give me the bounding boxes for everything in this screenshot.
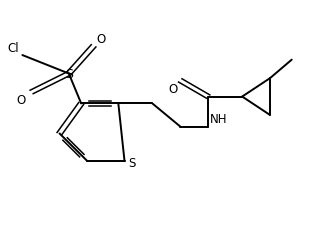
Text: NH: NH (210, 113, 227, 126)
Text: Cl: Cl (8, 42, 19, 55)
Text: O: O (97, 33, 106, 46)
Text: O: O (168, 82, 177, 95)
Text: S: S (65, 68, 73, 81)
Text: O: O (16, 94, 26, 107)
Text: S: S (128, 156, 136, 169)
